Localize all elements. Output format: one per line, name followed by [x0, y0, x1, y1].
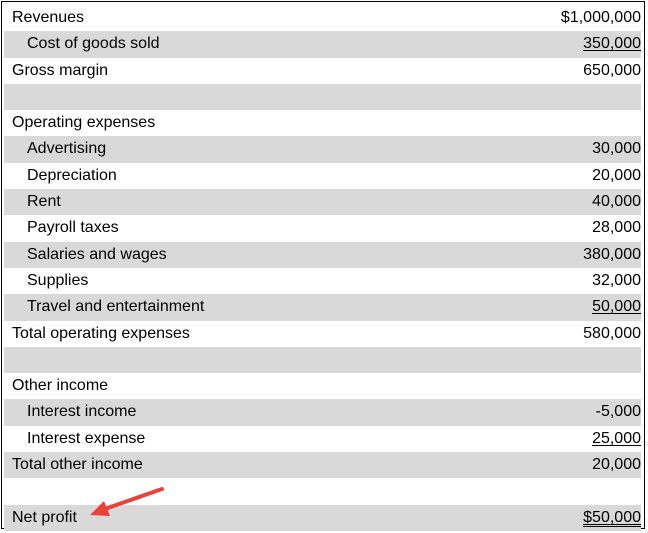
label-cost-of-goods-sold: Cost of goods sold	[27, 35, 160, 53]
label-gross-margin: Gross margin	[12, 61, 109, 79]
value-total-other-income: 20,000	[592, 456, 641, 474]
label-advertising: Advertising	[27, 140, 107, 158]
row-advertising: Advertising 30,000	[4, 136, 641, 163]
label-net-profit: Net profit	[12, 508, 77, 526]
label-salaries-and-wages: Salaries and wages	[27, 245, 167, 263]
arrow-icon	[90, 487, 164, 516]
label-interest-income: Interest income	[27, 403, 137, 421]
row-travel-and-entertainment: Travel and entertainment 50,000	[4, 294, 641, 321]
value-travel-and-entertainment: 50,000	[592, 298, 641, 316]
row-cost-of-goods-sold: Cost of goods sold 350,000	[4, 31, 641, 58]
value-revenues: $1,000,000	[560, 9, 641, 26]
label-other-income: Other income	[12, 377, 109, 395]
row-payroll-taxes: Payroll taxes 28,000	[4, 215, 641, 241]
value-supplies: 32,000	[592, 271, 641, 289]
row-other-income-heading: Other income	[4, 373, 641, 399]
label-depreciation: Depreciation	[27, 166, 117, 184]
label-total-other-income: Total other income	[12, 456, 143, 474]
value-interest-expense: 25,000	[592, 429, 641, 447]
row-supplies: Supplies 32,000	[4, 268, 641, 294]
statement-rows: Revenues $1,000,000 Cost of goods sold 3…	[4, 5, 641, 531]
spacer-row	[4, 346, 641, 374]
row-operating-expenses-heading: Operating expenses	[4, 110, 641, 136]
row-revenues: Revenues $1,000,000	[4, 5, 641, 31]
value-interest-income: -5,000	[595, 403, 641, 421]
row-total-other-income: Total other income 20,000	[4, 452, 641, 479]
label-travel-and-entertainment: Travel and entertainment	[27, 298, 205, 316]
row-total-operating-expenses: Total operating expenses 580,000	[4, 321, 641, 347]
label-rent: Rent	[27, 193, 61, 211]
row-rent: Rent 40,000	[4, 189, 641, 216]
arrow-shaft	[100, 487, 164, 512]
label-total-operating-expenses: Total operating expenses	[12, 324, 190, 342]
value-gross-margin: 650,000	[583, 61, 641, 79]
value-total-operating-expenses: 580,000	[583, 324, 641, 342]
row-gross-margin: Gross margin 650,000	[4, 58, 641, 84]
value-cost-of-goods-sold: 350,000	[583, 35, 641, 53]
row-interest-expense: Interest expense 25,000	[4, 426, 641, 452]
label-operating-expenses: Operating expenses	[12, 114, 156, 132]
value-rent: 40,000	[592, 193, 641, 211]
value-salaries-and-wages: 380,000	[583, 245, 641, 263]
label-interest-expense: Interest expense	[27, 429, 146, 447]
row-salaries-and-wages: Salaries and wages 380,000	[4, 241, 641, 268]
row-interest-income: Interest income -5,000	[4, 399, 641, 426]
row-depreciation: Depreciation 20,000	[4, 163, 641, 189]
label-supplies: Supplies	[27, 271, 89, 289]
label-revenues: Revenues	[12, 9, 85, 26]
value-net-profit: $50,000	[583, 508, 641, 526]
spacer-row	[4, 83, 641, 111]
value-payroll-taxes: 28,000	[592, 219, 641, 237]
value-advertising: 30,000	[592, 140, 641, 158]
arrow-head	[90, 501, 110, 516]
value-depreciation: 20,000	[592, 166, 641, 184]
label-payroll-taxes: Payroll taxes	[27, 219, 119, 237]
